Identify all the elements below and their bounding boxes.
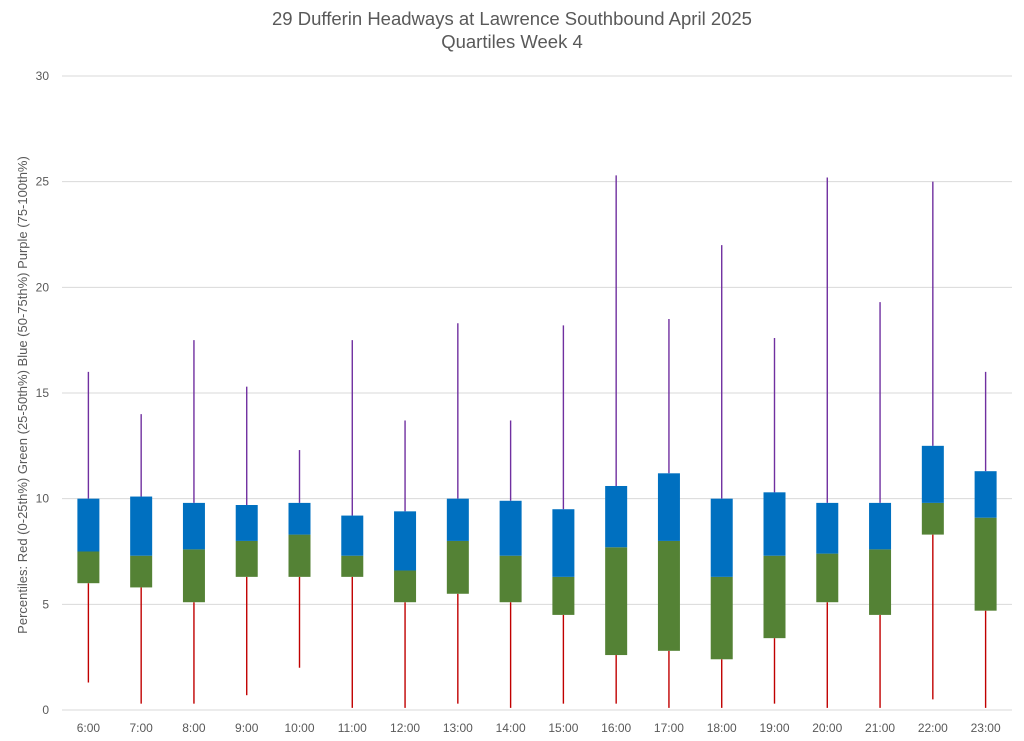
x-tick-label-16:00: 16:00 xyxy=(601,721,631,735)
x-tick-label-9:00: 9:00 xyxy=(235,721,259,735)
x-tick-label-18:00: 18:00 xyxy=(707,721,737,735)
x-tick-label-22:00: 22:00 xyxy=(918,721,948,735)
x-tick-label-23:00: 23:00 xyxy=(971,721,1001,735)
x-tick-label-6:00: 6:00 xyxy=(77,721,101,735)
upper-box-7:00 xyxy=(130,496,153,556)
y-tick-label-10: 10 xyxy=(36,492,50,506)
x-tick-label-12:00: 12:00 xyxy=(390,721,420,735)
lower-box-7:00 xyxy=(130,555,153,588)
x-tick-label-10:00: 10:00 xyxy=(284,721,314,735)
upper-box-23:00 xyxy=(974,471,997,518)
lower-box-12:00 xyxy=(394,570,417,603)
x-tick-label-13:00: 13:00 xyxy=(443,721,473,735)
x-tick-label-11:00: 11:00 xyxy=(338,721,367,735)
lower-box-21:00 xyxy=(869,549,892,615)
x-tick-label-8:00: 8:00 xyxy=(182,721,206,735)
lower-box-9:00 xyxy=(235,540,258,577)
lower-box-13:00 xyxy=(446,540,469,594)
upper-box-14:00 xyxy=(499,500,522,556)
upper-box-19:00 xyxy=(763,492,786,556)
lower-box-17:00 xyxy=(657,540,680,651)
upper-box-16:00 xyxy=(605,485,628,548)
y-axis-title: Percentiles: Red (0-25th%) Green (25-50t… xyxy=(15,156,30,634)
upper-box-10:00 xyxy=(288,502,311,535)
upper-box-21:00 xyxy=(869,502,892,550)
x-tick-label-21:00: 21:00 xyxy=(865,721,895,735)
lower-box-14:00 xyxy=(499,555,522,603)
x-tick-label-14:00: 14:00 xyxy=(496,721,526,735)
upper-box-12:00 xyxy=(394,511,417,571)
y-tick-label-0: 0 xyxy=(42,703,49,717)
y-tick-label-30: 30 xyxy=(36,69,50,83)
x-tick-label-15:00: 15:00 xyxy=(548,721,578,735)
chart-title: 29 Dufferin Headways at Lawrence Southbo… xyxy=(272,8,752,29)
x-tick-label-19:00: 19:00 xyxy=(759,721,789,735)
lower-box-10:00 xyxy=(288,534,311,577)
chart-subtitle: Quartiles Week 4 xyxy=(441,31,583,52)
x-tick-label-20:00: 20:00 xyxy=(812,721,842,735)
upper-box-13:00 xyxy=(446,498,469,541)
x-tick-label-17:00: 17:00 xyxy=(654,721,684,735)
y-tick-label-5: 5 xyxy=(42,597,49,611)
upper-box-11:00 xyxy=(341,515,364,556)
lower-box-19:00 xyxy=(763,555,786,639)
upper-box-8:00 xyxy=(182,502,205,550)
upper-box-18:00 xyxy=(710,498,733,577)
y-tick-label-20: 20 xyxy=(36,280,50,294)
upper-box-9:00 xyxy=(235,505,258,541)
chart-title-block: 29 Dufferin Headways at Lawrence Southbo… xyxy=(0,7,1024,53)
lower-box-16:00 xyxy=(605,547,628,656)
upper-box-15:00 xyxy=(552,509,575,577)
lower-box-8:00 xyxy=(182,549,205,603)
lower-box-23:00 xyxy=(974,517,997,611)
lower-box-6:00 xyxy=(77,551,100,584)
upper-box-17:00 xyxy=(657,473,680,541)
lower-box-15:00 xyxy=(552,576,575,615)
lower-box-11:00 xyxy=(341,555,364,577)
lower-box-22:00 xyxy=(921,502,944,535)
lower-box-18:00 xyxy=(710,576,733,660)
y-tick-label-25: 25 xyxy=(36,175,50,189)
upper-box-20:00 xyxy=(816,502,839,554)
upper-box-22:00 xyxy=(921,445,944,503)
upper-box-6:00 xyxy=(77,498,100,552)
y-tick-label-15: 15 xyxy=(36,386,50,400)
lower-box-20:00 xyxy=(816,553,839,603)
x-tick-label-7:00: 7:00 xyxy=(129,721,153,735)
